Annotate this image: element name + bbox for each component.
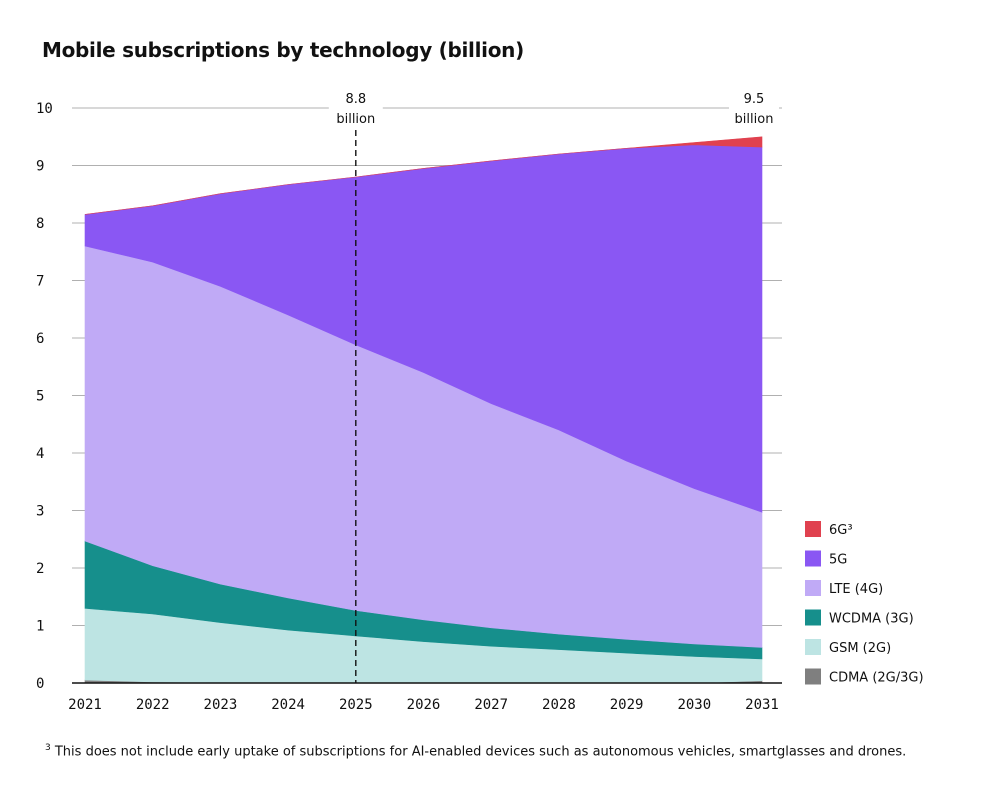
legend-label-6g: 6G³ <box>829 523 853 538</box>
y-tick-label: 7 <box>36 274 44 290</box>
x-tick-label: 2027 <box>474 697 508 713</box>
footnote-marker: 3 <box>45 743 51 753</box>
annotation-gap <box>729 104 779 112</box>
x-tick-label: 2030 <box>677 697 711 713</box>
y-tick-label: 5 <box>36 389 44 405</box>
x-tick-label: 2029 <box>610 697 644 713</box>
axes: 0 1 2 3 4 5 6 7 8 9 10 2021 2022 2023 2024 2025 2026 2027… <box>36 101 782 713</box>
footnote: 3 This does not include early uptake of … <box>45 743 906 759</box>
annotation-value: 9.5 <box>744 92 765 107</box>
x-tick-label: 2023 <box>204 697 238 713</box>
y-tick-label: 6 <box>36 331 44 347</box>
x-tick-label: 2024 <box>271 697 305 713</box>
legend-label-wcdma-3g: WCDMA (3G) <box>829 612 914 627</box>
area-6g <box>84 136 763 215</box>
legend-label-cdma-2g-3g: CDMA (2G/3G) <box>829 671 924 686</box>
annotation-unit: billion <box>336 112 375 127</box>
legend: 6G³ 5G LTE (4G) WCDMA (3G) GSM (2G) CDMA (2G/… <box>805 521 924 686</box>
legend-swatch-cdma-2g-3g <box>805 668 821 685</box>
y-tick-label: 1 <box>36 619 44 635</box>
x-tick-label: 2028 <box>542 697 576 713</box>
y-tick-label: 3 <box>36 504 44 520</box>
y-tick-label: 0 <box>36 676 44 692</box>
legend-swatch-6g <box>805 521 821 537</box>
legend-swatch-5g <box>805 550 821 567</box>
y-tick-label: 2 <box>36 561 44 577</box>
legend-label-lte-4g: LTE (4G) <box>829 582 883 597</box>
x-tick-label: 2026 <box>407 697 441 713</box>
annotation-gap <box>328 104 383 112</box>
x-tick-label: 2021 <box>68 697 102 713</box>
legend-swatch-lte-4g <box>805 580 821 596</box>
legend-swatch-wcdma-3g <box>805 609 821 626</box>
y-tick-label: 4 <box>36 446 44 462</box>
footnote-text: This does not include early uptake of su… <box>50 744 907 760</box>
legend-label-gsm-2g: GSM (2G) <box>829 641 891 656</box>
x-tick-label: 2022 <box>136 697 170 713</box>
legend-label-5g: 5G <box>829 553 847 568</box>
chart-title: Mobile subscriptions by technology (bill… <box>42 38 524 62</box>
x-tick-label: 2025 <box>339 697 373 713</box>
annotations: 8.8 billion 9.5 billion <box>328 92 779 683</box>
y-tick-label: 10 <box>36 101 53 117</box>
annotation-value: 8.8 <box>345 92 366 107</box>
y-tick-label: 8 <box>36 216 44 232</box>
area-series <box>84 136 763 684</box>
x-tick-label: 2031 <box>745 697 779 713</box>
y-tick-label: 9 <box>36 159 44 175</box>
legend-swatch-gsm-2g <box>805 639 821 655</box>
annotation-unit: billion <box>735 112 774 127</box>
